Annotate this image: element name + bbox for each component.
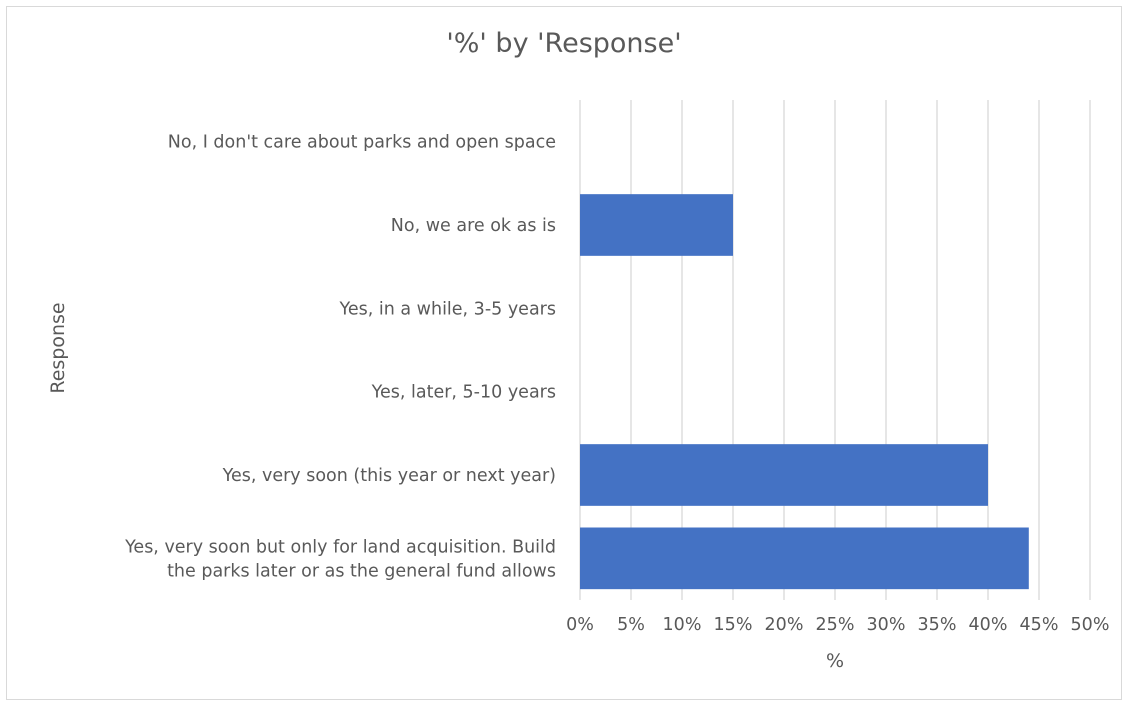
x-tick-labels: 0% 5% 10% 15% 20% 25% 30% 35% 40% 45% 50% (566, 615, 1109, 635)
category-label: Yes, later, 5-10 years (371, 383, 556, 403)
x-tick-label: 45% (1020, 615, 1059, 635)
category-label: Yes, in a while, 3-5 years (338, 299, 556, 319)
category-label: Yes, very soon (this year or next year) (222, 466, 556, 486)
category-label: the parks later or as the general fund a… (167, 561, 556, 581)
x-tick-label: 15% (714, 615, 753, 635)
x-tick-label: 20% (765, 615, 804, 635)
gridlines (579, 100, 1091, 600)
bars (580, 194, 1029, 590)
x-tick-label: 10% (663, 615, 702, 635)
chart-title: '%' by 'Response' (446, 28, 682, 59)
category-labels: No, I don't care about parks and open sp… (124, 133, 556, 582)
x-tick-label: 40% (969, 615, 1008, 635)
category-label: No, we are ok as is (391, 216, 556, 236)
x-tick-label: 50% (1071, 615, 1110, 635)
x-tick-label: 25% (816, 615, 855, 635)
category-label: No, I don't care about parks and open sp… (168, 133, 556, 153)
x-axis-label: % (825, 650, 845, 672)
x-tick-label: 0% (566, 615, 594, 635)
x-tick-label: 5% (617, 615, 645, 635)
x-tick-label: 30% (867, 615, 906, 635)
bar (580, 194, 733, 256)
x-tick-label: 35% (918, 615, 957, 635)
bar (580, 527, 1029, 590)
bar (580, 444, 988, 506)
category-label: Yes, very soon but only for land acquisi… (124, 537, 556, 557)
